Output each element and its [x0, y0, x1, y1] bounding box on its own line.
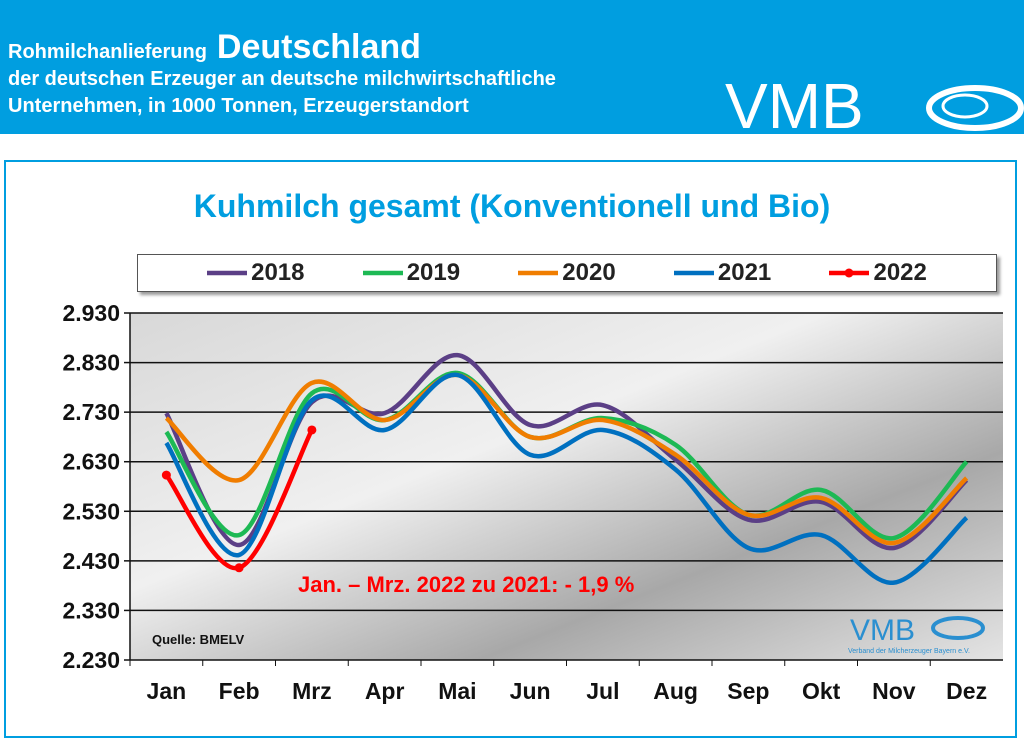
title-prefix: Rohmilchanlieferung [8, 41, 207, 63]
subtitle-line-1: der deutschen Erzeuger an deutsche milch… [8, 68, 556, 90]
y-tick-label: 2.930 [62, 300, 120, 326]
header-banner: Rohmilchanlieferung Deutschland der deuts… [0, 0, 1024, 134]
legend-label: 2021 [717, 259, 772, 286]
legend-item-2022: 2022 [829, 259, 927, 287]
y-tick-label: 2.730 [62, 399, 120, 425]
subtitle-line-2: Unternehmen, in 1000 Tonnen, Erzeugersta… [8, 95, 469, 117]
y-tick-label: 2.330 [62, 597, 120, 623]
series-line-2021 [164, 372, 969, 585]
legend-label: 2022 [873, 259, 927, 286]
legend-item-2020: 2020 [518, 259, 616, 287]
y-tick-label: 2.530 [62, 498, 120, 524]
x-tick-label: Sep [727, 678, 769, 704]
watermark-logo: VMB Verband der Milcherzeuger Bayern e.V… [848, 614, 985, 655]
vmb-logo: VMB [725, 70, 1024, 134]
legend-swatch [518, 270, 559, 276]
legend-label: 2018 [251, 259, 305, 286]
header-subtitle: der deutschen Erzeuger an deutsche milch… [8, 66, 556, 120]
data-point-2022 [307, 425, 317, 435]
legend-label: 2019 [406, 259, 461, 286]
x-tick-label: Apr [365, 678, 405, 704]
y-tick-label: 2.230 [62, 647, 120, 673]
y-tick-label: 2.630 [62, 449, 120, 475]
x-tick-label: Nov [872, 678, 916, 704]
legend-item-2019: 2019 [362, 259, 461, 287]
svg-text:Verband der Milcherzeuger Baye: Verband der Milcherzeuger Bayern e.V. [848, 648, 970, 655]
x-tick-label: Jan [147, 678, 187, 704]
legend-swatch [673, 270, 714, 276]
legend-swatch [207, 270, 248, 276]
plot-background [130, 313, 1003, 660]
x-tick-label: Mai [438, 678, 476, 704]
data-point-2022 [234, 563, 244, 573]
title-main: Deutschland [216, 28, 421, 66]
legend: 2018 2019 2020 2021 2022 [137, 254, 997, 292]
data-point-2022 [161, 470, 171, 480]
chart-frame [4, 160, 1017, 738]
x-tick-label: Jun [510, 678, 551, 704]
legend-swatch [362, 270, 403, 276]
x-tick-label: Feb [219, 678, 260, 704]
legend-swatch [829, 268, 870, 278]
y-tick-label: 2.430 [62, 548, 120, 574]
x-tick-label: Jul [586, 678, 619, 704]
annotation: Jan. – Mrz. 2022 zu 2021: - 1,9 % [298, 572, 634, 597]
x-tick-label: Okt [802, 678, 841, 704]
legend-item-2018: 2018 [207, 259, 304, 287]
source-note: Quelle: BMELV [152, 632, 245, 647]
header-title: Rohmilchanlieferung Deutschland [8, 28, 421, 67]
x-tick-label: Aug [653, 678, 698, 704]
svg-text:VMB: VMB [725, 70, 864, 134]
chart-title: Kuhmilch gesamt (Konventionell und Bio) [193, 188, 831, 224]
y-tick-label: 2.830 [62, 350, 120, 376]
series-line-2020 [164, 372, 969, 546]
legend-label: 2020 [562, 259, 616, 286]
x-tick-label: Dez [946, 678, 987, 704]
svg-text:VMB: VMB [850, 614, 915, 647]
x-tick-label: Mrz [292, 678, 332, 704]
legend-item-2021: 2021 [673, 259, 772, 287]
